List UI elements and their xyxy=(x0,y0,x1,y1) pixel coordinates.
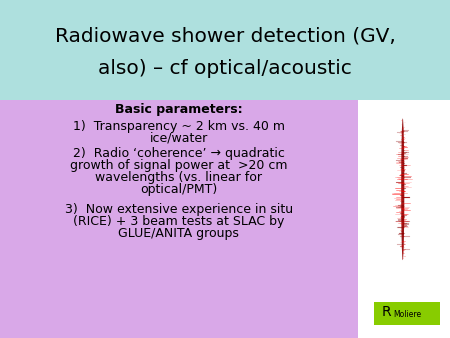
Text: ice/water: ice/water xyxy=(150,132,208,145)
Text: also) – cf optical/acoustic: also) – cf optical/acoustic xyxy=(98,59,352,78)
Text: (RICE) + 3 beam tests at SLAC by: (RICE) + 3 beam tests at SLAC by xyxy=(73,215,284,228)
Text: 1)  Transparency ~ 2 km vs. 40 m: 1) Transparency ~ 2 km vs. 40 m xyxy=(73,120,285,133)
Text: wavelengths (vs. linear for: wavelengths (vs. linear for xyxy=(95,171,262,184)
Text: 2)  Radio ‘coherence’ → quadratic: 2) Radio ‘coherence’ → quadratic xyxy=(73,147,285,160)
Text: Basic parameters:: Basic parameters: xyxy=(115,103,243,116)
Ellipse shape xyxy=(401,118,404,260)
Text: GLUE/ANITA groups: GLUE/ANITA groups xyxy=(118,227,239,240)
FancyBboxPatch shape xyxy=(358,100,450,338)
FancyBboxPatch shape xyxy=(374,302,440,325)
Text: Moliere: Moliere xyxy=(394,310,422,319)
Text: growth of signal power at  >20 cm: growth of signal power at >20 cm xyxy=(70,159,288,172)
Text: Radiowave shower detection (GV,: Radiowave shower detection (GV, xyxy=(54,27,396,46)
Text: R: R xyxy=(382,305,391,319)
FancyBboxPatch shape xyxy=(0,100,358,338)
Text: optical/PMT): optical/PMT) xyxy=(140,183,217,195)
Text: 3)  Now extensive experience in situ: 3) Now extensive experience in situ xyxy=(65,203,293,216)
